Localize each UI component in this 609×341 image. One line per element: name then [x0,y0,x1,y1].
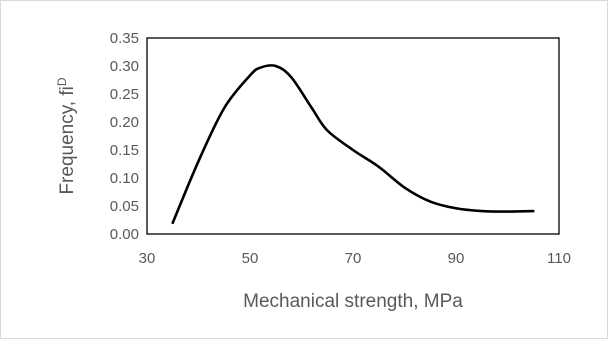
x-tick-label: 70 [345,250,362,267]
x-tick-label: 90 [448,250,465,267]
x-tick-label: 50 [242,250,259,267]
plot-area [146,37,560,235]
y-tick-label: 0.15 [110,142,139,159]
y-tick-label: 0.30 [110,58,139,75]
x-tick-label: 110 [547,250,571,267]
y-tick-label: 0.20 [110,114,139,131]
y-tick-label: 0.35 [110,30,139,47]
y-tick-label: 0.10 [110,170,139,187]
y-axis-title-main: Frequency, fi [57,86,78,194]
y-tick-label: 0.00 [110,226,139,243]
y-tick-label: 0.05 [110,198,139,215]
series-line [171,64,535,225]
y-tick-label: 0.25 [110,86,139,103]
x-tick-label: 30 [139,250,156,267]
y-axis-title-superscript: D [55,77,69,86]
x-axis-tick-labels: 30 50 70 90 110 [139,250,571,267]
y-axis-title: Frequency, fiD [55,77,78,194]
y-axis-tick-labels: 0.00 0.05 0.10 0.15 0.20 0.25 0.30 0.35 [110,30,139,243]
x-axis-title: Mechanical strength, MPa [243,291,463,312]
